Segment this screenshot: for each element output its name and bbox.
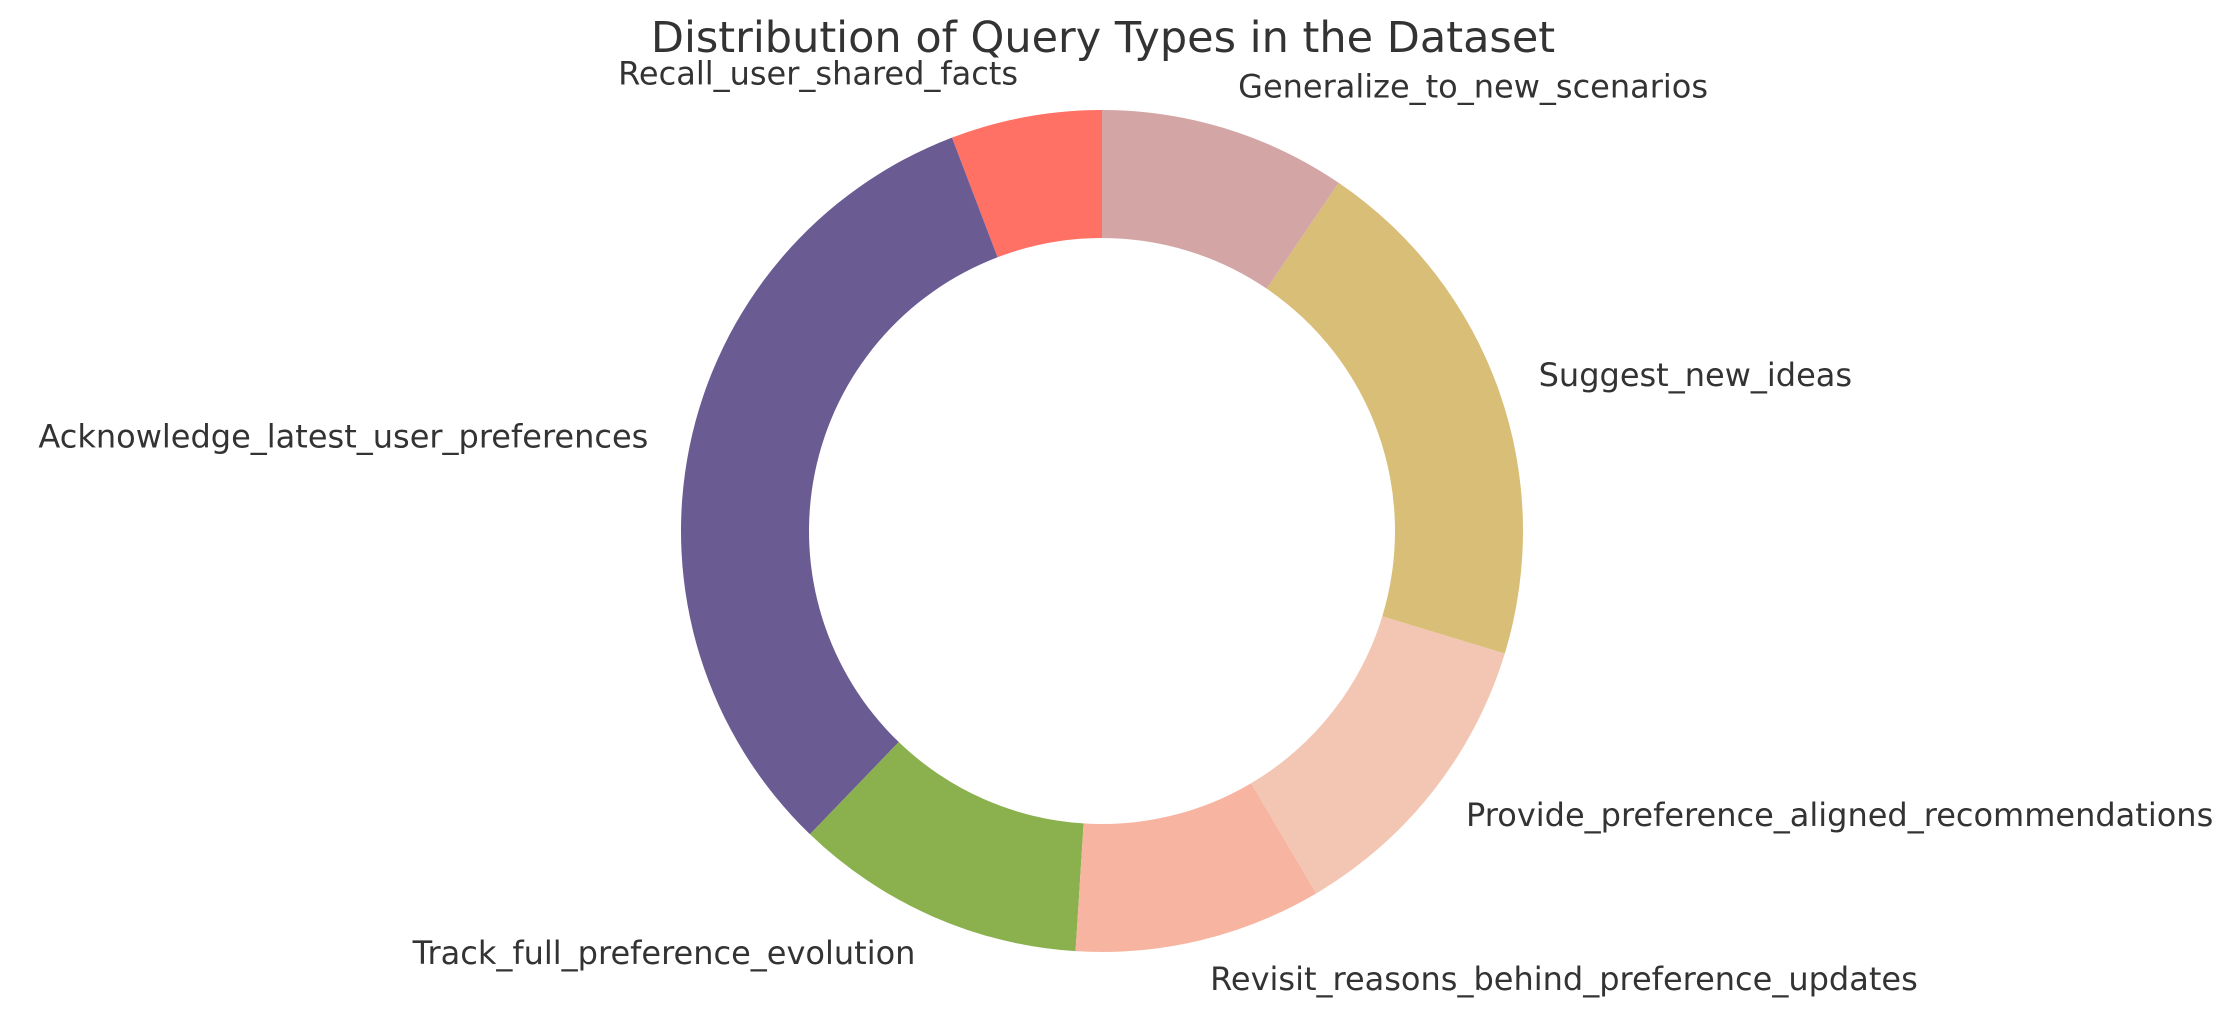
slice-label: Revisit_reasons_behind_preference_update…: [1210, 960, 1918, 998]
donut-slice-acknowledge-latest-user-preferences: [680, 137, 998, 835]
slice-label: Suggest_new_ideas: [1539, 356, 1852, 394]
slice-labels: Recall_user_shared_facts Acknowledge_late…: [38, 55, 2213, 999]
donut-slice-track-full-preference-evolution: [809, 742, 1084, 952]
donut-slices: [680, 110, 1524, 952]
donut-slice-recall-user-shared-facts: [951, 110, 1102, 258]
chart-title: Distribution of Query Types in the Datas…: [651, 13, 1555, 63]
donut-slice-suggest-new-ideas: [1266, 182, 1524, 654]
donut-slice-generalize-to-new-scenarios: [1102, 110, 1339, 289]
slice-label: Recall_user_shared_facts: [618, 55, 1018, 93]
slice-label: Acknowledge_latest_user_preferences: [38, 418, 648, 456]
slice-label: Provide_preference_aligned_recommendatio…: [1466, 796, 2213, 834]
donut-slice-provide-preference-aligned-recommendations: [1251, 616, 1505, 894]
slice-label: Track_full_preference_evolution: [412, 934, 916, 972]
slice-label: Generalize_to_new_scenarios: [1238, 67, 1708, 105]
donut-slice-revisit-reasons-behind-preference-updates: [1075, 783, 1317, 952]
